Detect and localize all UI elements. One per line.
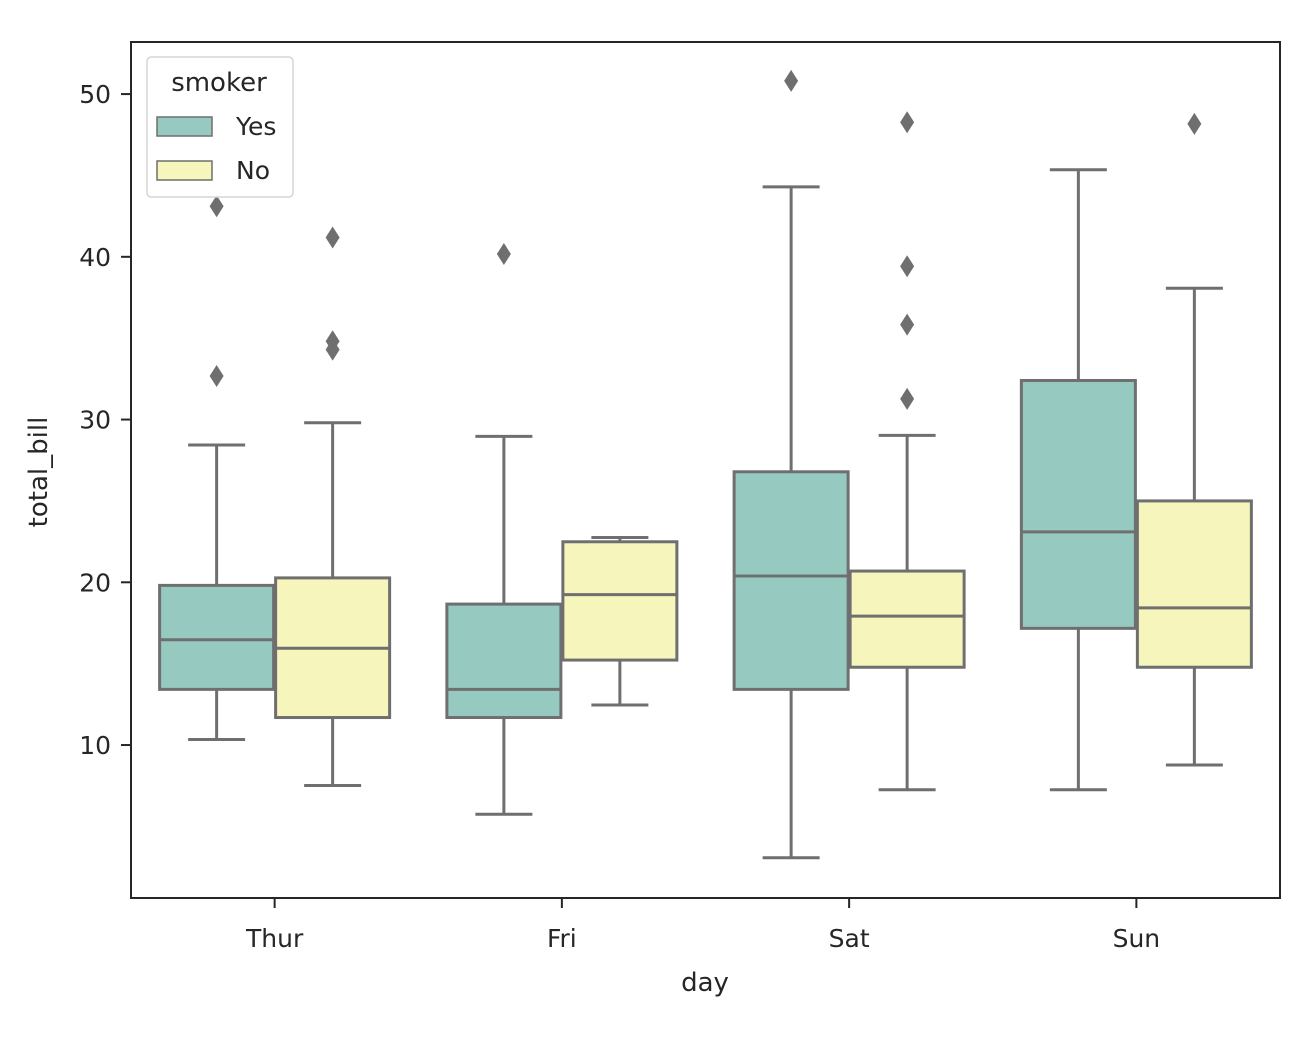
box-body [561,540,679,662]
outlier-point [325,330,340,353]
y-tick-label: 20 [79,568,111,597]
legend-swatch-no [156,160,213,181]
box-group-yes-sun [1019,168,1137,792]
x-axis: Thur Fri Sat Sun [245,898,1160,953]
box-group-yes-thur [158,195,276,741]
y-axis-label: total_bill [24,417,54,528]
box-body [1019,378,1137,630]
y-axis: 10 20 30 40 50 [79,80,131,760]
outlier-point [325,226,340,249]
outlier-point [209,195,224,218]
y-tick-label: 50 [79,80,111,109]
box-body [732,470,850,691]
box-body [445,602,563,720]
box-group-no-thur [274,226,392,788]
legend-swatch-yes [156,116,213,137]
outlier-point [900,313,915,336]
outlier-point [1187,112,1202,135]
y-tick-label: 40 [79,243,111,272]
outlier-point [784,69,799,92]
plot-frame [130,41,1281,899]
x-tick-label: Sat [829,924,870,953]
box-group-no-fri [561,536,679,707]
y-tick-label: 10 [79,731,111,760]
box-group-yes-fri [445,243,563,816]
legend-label-no: No [236,156,270,185]
box-body [158,583,276,691]
x-tick-label: Fri [547,924,577,953]
x-tick-label: Sun [1113,924,1161,953]
outlier-point [496,243,511,266]
x-tick-label: Thur [245,924,304,953]
box-group-yes-sat [732,69,850,860]
box-body [1135,499,1253,669]
x-axis-label: day [681,968,729,998]
legend-title: smoker [171,68,267,98]
legend-label-yes: Yes [235,112,276,141]
outlier-point [900,387,915,410]
y-tick-label: 30 [79,406,111,435]
box-group-no-sat [848,111,966,792]
box-group-no-sun [1135,112,1253,767]
outlier-point [900,255,915,278]
outlier-point [209,364,224,387]
outlier-point [900,111,915,134]
box-body [848,569,966,669]
legend: smoker Yes No [146,56,294,198]
plot-marks [158,69,1253,860]
